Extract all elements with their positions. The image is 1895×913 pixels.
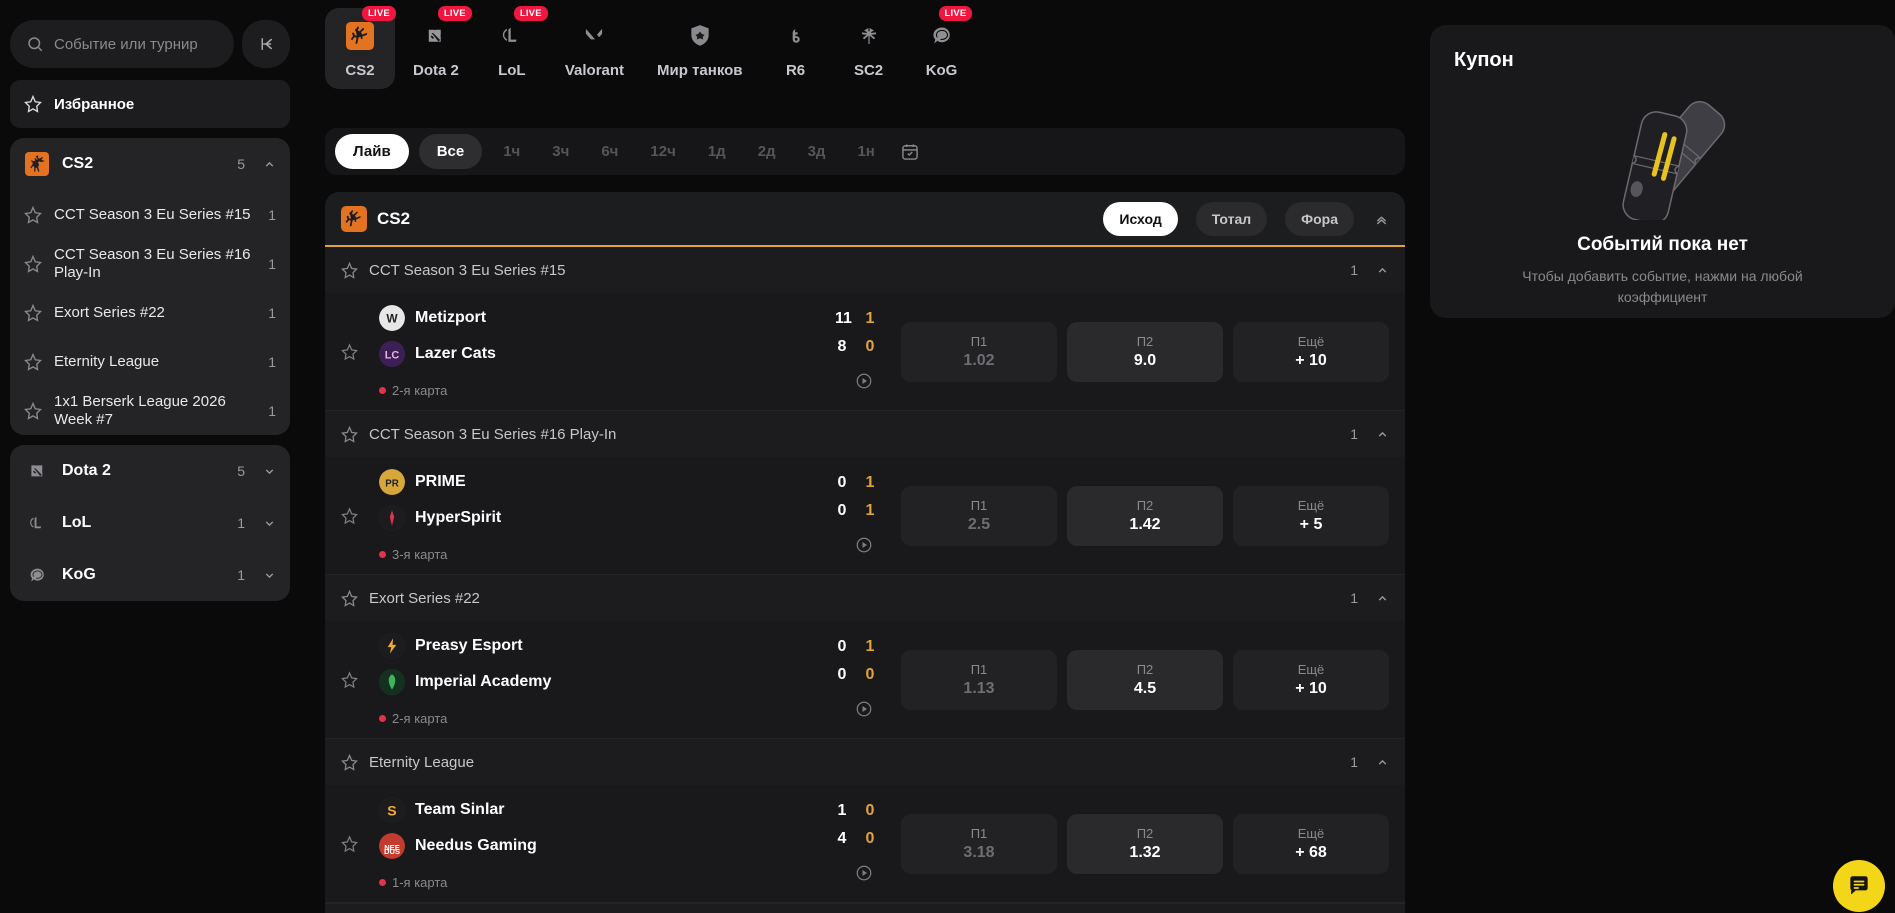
svg-text:LC: LC: [385, 349, 400, 361]
svg-text:PR: PR: [385, 478, 399, 489]
svg-text:W: W: [386, 311, 398, 325]
svg-text:S: S: [387, 802, 396, 818]
svg-text:DUS: DUS: [384, 847, 400, 856]
